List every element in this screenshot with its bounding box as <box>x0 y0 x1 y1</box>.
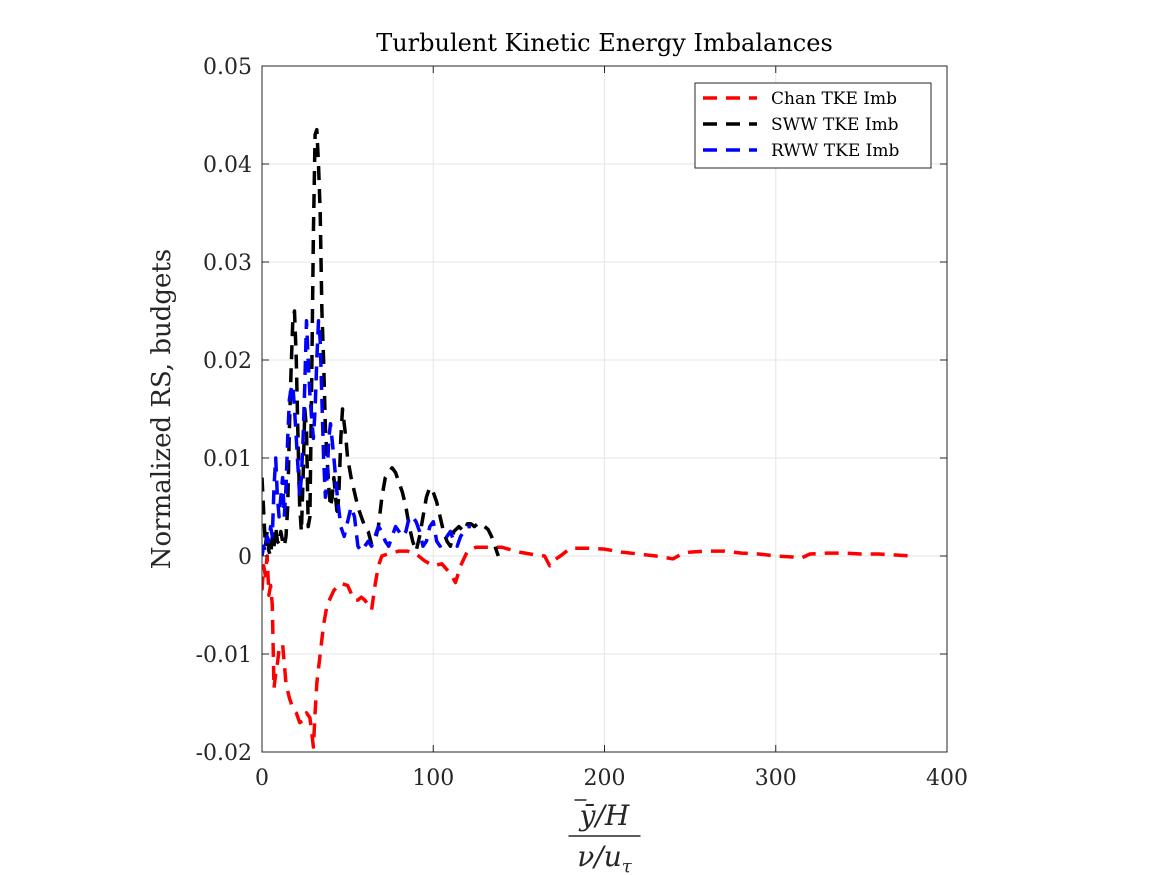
x-tick-label: 400 <box>926 766 968 791</box>
x-axis-label-numerator: ȳ/H <box>578 799 630 832</box>
y-tick-label: 0.05 <box>203 55 252 80</box>
y-tick-label: 0.01 <box>203 447 252 472</box>
x-axis-label-denominator: ν/uτ <box>577 840 633 875</box>
legend: Chan TKE Imb SWW TKE Imb RWW TKE Imb <box>694 82 932 169</box>
axis-ticks: 0 100 200 300 400 -0.02 -0.01 0 0.01 0.02 0.03 0.04… <box>196 55 968 791</box>
series-line-rww-tke-imb <box>262 319 471 557</box>
grid <box>261 65 948 753</box>
x-axis-label: ȳ/H ν/uτ <box>568 799 641 875</box>
chart-title: Turbulent Kinetic Energy Imbalances <box>376 29 833 57</box>
x-tick-label: 200 <box>584 766 626 791</box>
x-axis-label-denominator-main: ν/u <box>577 840 622 873</box>
series-line-chan-tke-imb <box>262 545 913 749</box>
x-tick-label: 0 <box>255 766 269 791</box>
x-tick-label: 100 <box>412 766 454 791</box>
y-tick-label: -0.02 <box>196 741 252 766</box>
y-tick-label: 0.03 <box>203 251 252 276</box>
legend-label: Chan TKE Imb <box>771 89 897 109</box>
x-tick-label: 300 <box>755 766 797 791</box>
x-axis-label-denominator-subscript: τ <box>622 856 633 875</box>
legend-label: RWW TKE Imb <box>771 141 899 161</box>
y-axis-label: Normalized RS, budgets <box>147 249 177 569</box>
legend-label: SWW TKE Imb <box>771 115 899 135</box>
y-tick-label: -0.01 <box>196 643 252 668</box>
series-group <box>262 127 913 749</box>
y-tick-label: 0.04 <box>203 153 252 178</box>
series-line-sww-tke-imb <box>262 127 500 558</box>
y-tick-label: 0 <box>238 545 252 570</box>
y-tick-label: 0.02 <box>203 349 252 374</box>
